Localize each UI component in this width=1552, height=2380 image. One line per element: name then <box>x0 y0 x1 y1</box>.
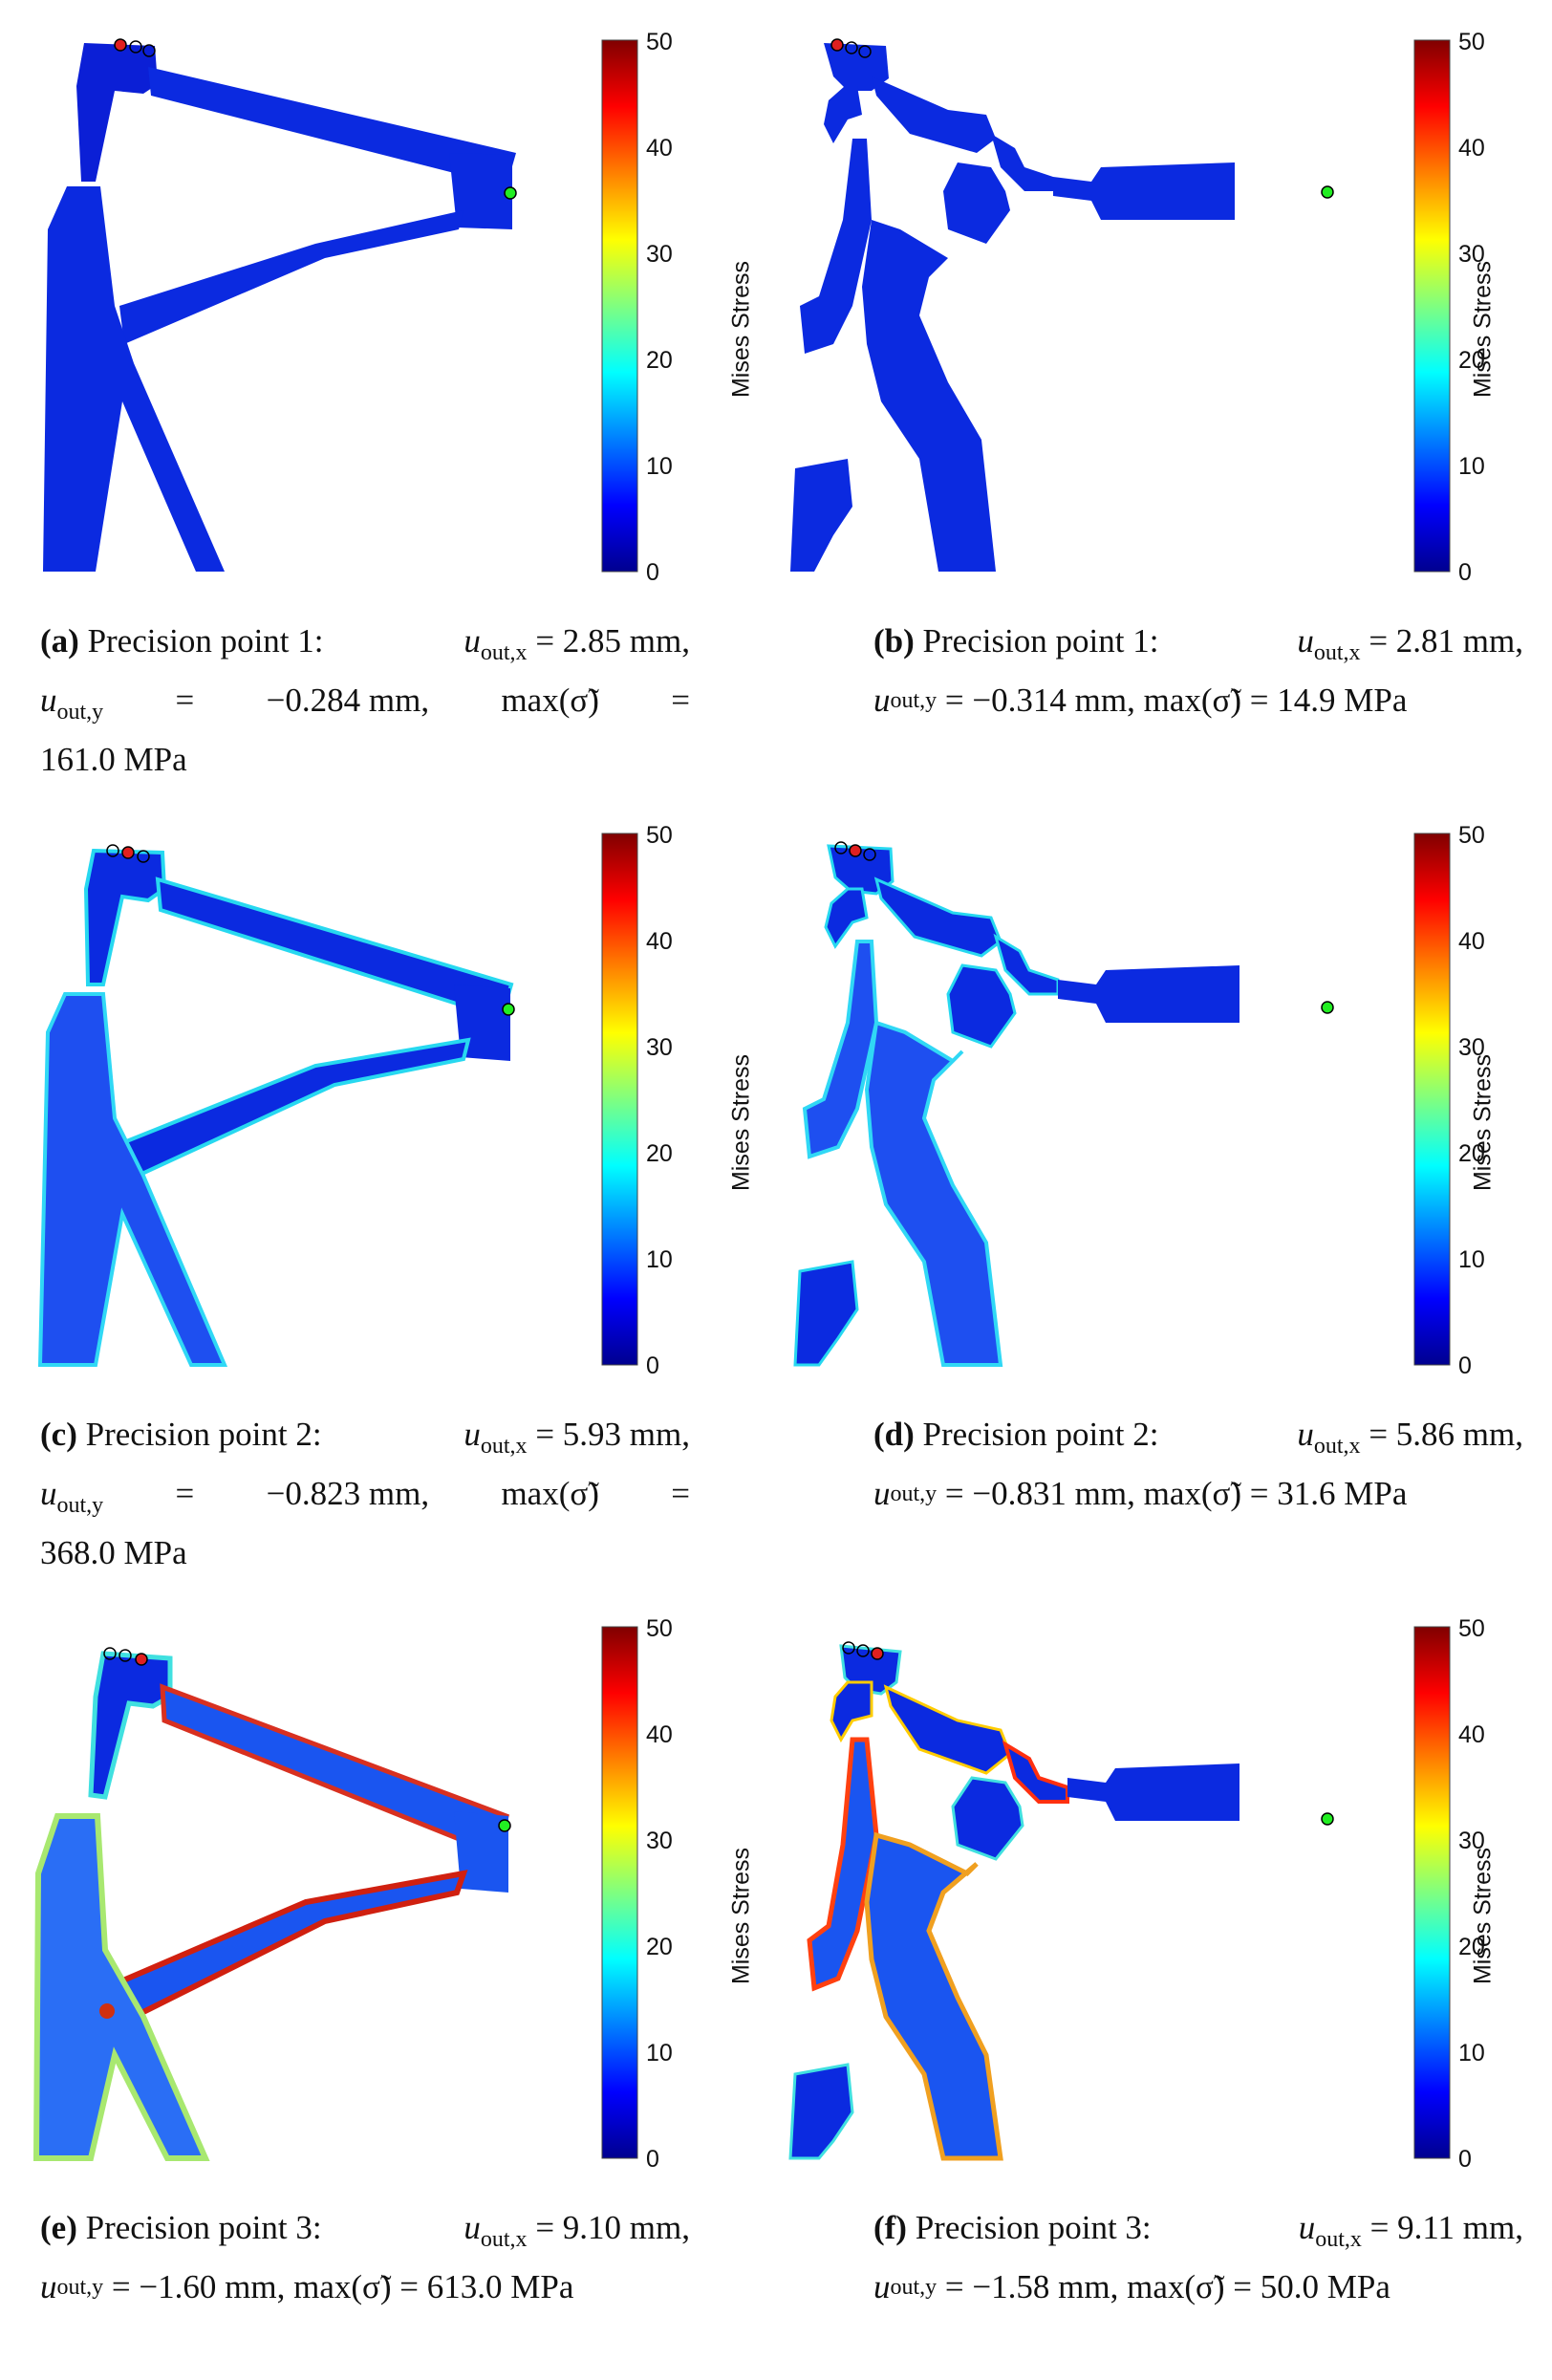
colorbar-tick: 50 <box>1458 822 1485 849</box>
colorbar-tick: 40 <box>1458 135 1485 162</box>
colorbar-tick: 0 <box>1458 1352 1472 1379</box>
colorbar-tick: 0 <box>1458 559 1472 586</box>
colorbar-tick: 50 <box>1458 1615 1485 1642</box>
colorbar-tick: 10 <box>646 453 673 480</box>
colorbar-tick: 10 <box>646 1246 673 1273</box>
colorbar-tick: 10 <box>1458 1246 1485 1273</box>
mechanism-shape <box>37 848 514 1367</box>
colorbar-tick: 50 <box>646 822 673 849</box>
mechanism-shape <box>790 43 1235 572</box>
colorbar-tick: 30 <box>1458 241 1485 268</box>
colorbar-label: Mises Stress <box>727 1847 755 1985</box>
colorbar-tick: 20 <box>646 1140 673 1167</box>
colorbar-tick: 50 <box>646 1615 673 1642</box>
colorbar-tick: 0 <box>1458 2146 1472 2173</box>
colorbar-tick: 20 <box>646 347 673 374</box>
stress-plot-a <box>43 38 638 573</box>
colorbar-tick: 0 <box>646 559 659 586</box>
colorbar-tick: 30 <box>646 241 673 268</box>
colorbar <box>1413 833 1451 1366</box>
caption-e: (e) Precision point 3: uout,x = 9.10 mm, … <box>40 2209 690 2305</box>
colorbar <box>601 1626 638 2159</box>
panel-b: 50 40 30 20 10 0 Mises Stress (b) Precis… <box>776 0 1552 793</box>
colorbar-tick: 40 <box>1458 1721 1485 1748</box>
colorbar-tick: 10 <box>1458 2040 1485 2066</box>
colorbar-tick: 20 <box>1458 1934 1485 1960</box>
mechanism-shape <box>788 1644 1239 2161</box>
stress-plot-f <box>788 1626 1451 2161</box>
colorbar-tick: 40 <box>646 1721 673 1748</box>
colorbar-tick: 20 <box>646 1934 673 1960</box>
colorbar-tick: 40 <box>646 135 673 162</box>
panel-c: 50 40 30 20 10 0 Mises Stress (c) Precis… <box>0 793 776 1587</box>
colorbar-label: Mises Stress <box>1469 1053 1497 1192</box>
colorbar <box>1413 1626 1451 2159</box>
caption-b: (b) Precision point 1: uout,x = 2.81 mm, … <box>873 622 1523 719</box>
caption-f: (f) Precision point 3: uout,x = 9.11 mm, … <box>873 2209 1523 2305</box>
colorbar-tick: 0 <box>646 2146 659 2173</box>
stress-plot-d <box>793 833 1451 1367</box>
colorbar-label: Mises Stress <box>1469 260 1497 399</box>
colorbar <box>1413 39 1451 573</box>
mechanism-shape <box>43 43 516 572</box>
colorbar-tick: 20 <box>1458 1140 1485 1167</box>
mechanism-shape <box>793 844 1239 1367</box>
colorbar-tick: 20 <box>1458 347 1485 374</box>
colorbar-tick: 0 <box>646 1352 659 1379</box>
caption-d: (d) Precision point 2: uout,x = 5.86 mm, … <box>873 1416 1523 1512</box>
panel-d: 50 40 30 20 10 0 Mises Stress (d) Precis… <box>776 793 1552 1587</box>
colorbar <box>601 39 638 573</box>
colorbar-tick: 30 <box>646 1828 673 1854</box>
colorbar-tick: 10 <box>646 2040 673 2066</box>
colorbar <box>601 833 638 1366</box>
panel-a: 50 40 30 20 10 0 Mises Stress (a) Precis… <box>0 0 776 793</box>
colorbar-tick: 50 <box>1458 29 1485 55</box>
colorbar-tick: 30 <box>1458 1828 1485 1854</box>
stress-plot-b <box>790 38 1451 573</box>
caption-a: (a) Precision point 1: uout,x = 2.85 mm, … <box>40 622 690 778</box>
panel-f: 50 40 30 20 10 0 Mises Stress (f) Precis… <box>776 1587 1552 2380</box>
colorbar-label: Mises Stress <box>1469 1847 1497 1985</box>
colorbar-tick: 30 <box>1458 1034 1485 1061</box>
colorbar-tick: 40 <box>646 928 673 955</box>
stress-plot-c <box>37 833 638 1367</box>
panel-e: 50 40 30 20 10 0 Mises Stress (e) Precis… <box>0 1587 776 2380</box>
colorbar-tick: 50 <box>646 29 673 55</box>
colorbar-tick: 30 <box>646 1034 673 1061</box>
stress-plot-e <box>32 1626 638 2161</box>
colorbar-tick: 10 <box>1458 453 1485 480</box>
mechanism-shape <box>32 1651 509 2161</box>
caption-c: (c) Precision point 2: uout,x = 5.93 mm, … <box>40 1416 690 1571</box>
colorbar-tick: 40 <box>1458 928 1485 955</box>
colorbar-label: Mises Stress <box>727 260 755 399</box>
colorbar-label: Mises Stress <box>727 1053 755 1192</box>
